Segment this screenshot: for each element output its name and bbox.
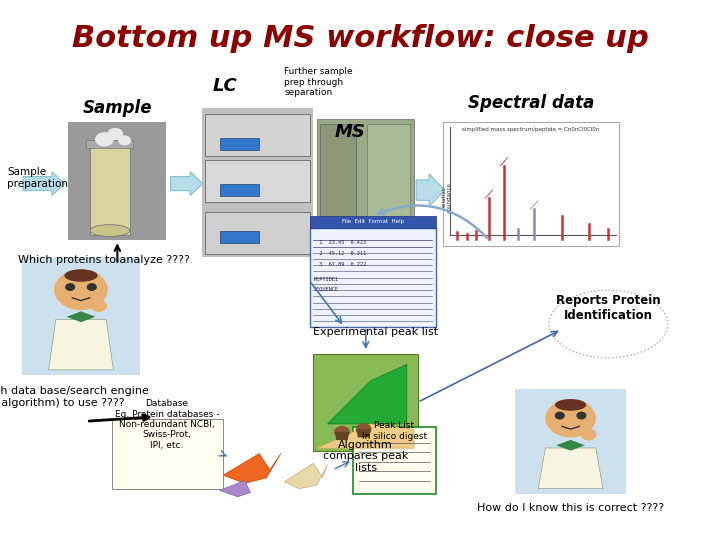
Circle shape — [555, 413, 564, 419]
Circle shape — [119, 136, 130, 145]
Polygon shape — [66, 312, 95, 322]
Polygon shape — [328, 364, 407, 424]
FancyBboxPatch shape — [220, 184, 259, 195]
Circle shape — [546, 400, 595, 437]
Text: Which proteins to analyze ????: Which proteins to analyze ???? — [18, 255, 190, 265]
Text: 1  23.45  0.423: 1 23.45 0.423 — [313, 240, 366, 246]
Text: PEPTIDE1: PEPTIDE1 — [313, 276, 338, 282]
FancyBboxPatch shape — [367, 124, 410, 254]
Polygon shape — [538, 448, 603, 489]
Polygon shape — [317, 424, 414, 448]
Circle shape — [55, 270, 107, 309]
Text: LC: LC — [212, 77, 237, 96]
Text: Which data base/search engine
(algorithm) to use ????: Which data base/search engine (algorithm… — [0, 386, 149, 408]
FancyBboxPatch shape — [112, 418, 223, 489]
Circle shape — [335, 427, 349, 437]
Text: Spectral data: Spectral data — [468, 93, 595, 112]
Polygon shape — [556, 440, 585, 451]
Text: Reports Protein
Identification: Reports Protein Identification — [556, 294, 661, 322]
Polygon shape — [356, 429, 371, 437]
FancyBboxPatch shape — [86, 140, 133, 148]
FancyBboxPatch shape — [205, 212, 310, 254]
Polygon shape — [23, 172, 65, 195]
Polygon shape — [223, 454, 281, 483]
FancyBboxPatch shape — [68, 122, 166, 240]
FancyBboxPatch shape — [220, 138, 259, 150]
Polygon shape — [335, 432, 349, 440]
Text: Further sample
prep through
separation: Further sample prep through separation — [284, 67, 353, 97]
Text: Sample
preparation: Sample preparation — [7, 167, 68, 189]
Circle shape — [66, 284, 75, 291]
FancyBboxPatch shape — [205, 114, 310, 156]
FancyBboxPatch shape — [353, 427, 436, 494]
Text: 2  45.12  0.311: 2 45.12 0.311 — [313, 251, 366, 256]
Text: How do I know this is correct ????: How do I know this is correct ???? — [477, 503, 665, 512]
FancyBboxPatch shape — [205, 160, 310, 201]
Polygon shape — [220, 481, 251, 497]
Circle shape — [108, 129, 122, 139]
Polygon shape — [416, 174, 445, 206]
FancyBboxPatch shape — [90, 146, 130, 235]
Polygon shape — [171, 172, 203, 195]
Text: Sample: Sample — [83, 99, 152, 117]
Circle shape — [577, 413, 586, 419]
FancyBboxPatch shape — [310, 216, 436, 228]
Circle shape — [92, 301, 107, 312]
Text: relative
abundance: relative abundance — [441, 181, 452, 213]
FancyBboxPatch shape — [515, 389, 626, 494]
Polygon shape — [284, 463, 328, 489]
Text: Algorithm
compares peak
lists: Algorithm compares peak lists — [323, 440, 408, 473]
Text: Peak List
In silico digest: Peak List In silico digest — [362, 421, 427, 441]
Text: Bottom up MS workflow: close up: Bottom up MS workflow: close up — [71, 24, 649, 53]
Circle shape — [582, 429, 596, 440]
FancyBboxPatch shape — [317, 119, 414, 259]
Text: File  Edit  Format  Help: File Edit Format Help — [341, 219, 404, 225]
FancyBboxPatch shape — [202, 108, 313, 256]
FancyBboxPatch shape — [443, 122, 619, 246]
Text: simplified mass spectrum/peptide = Cn0nCl0Cl0n: simplified mass spectrum/peptide = Cn0nC… — [462, 127, 600, 132]
Text: SEQUENCE: SEQUENCE — [313, 286, 338, 292]
FancyBboxPatch shape — [313, 354, 418, 451]
FancyBboxPatch shape — [220, 231, 259, 243]
Ellipse shape — [64, 269, 98, 282]
Circle shape — [356, 424, 371, 435]
Circle shape — [88, 284, 96, 291]
Polygon shape — [49, 320, 114, 370]
Ellipse shape — [555, 399, 586, 411]
Text: Experimental peak list: Experimental peak list — [313, 327, 438, 337]
Ellipse shape — [90, 225, 130, 237]
FancyBboxPatch shape — [22, 256, 140, 375]
Circle shape — [96, 133, 113, 146]
FancyBboxPatch shape — [310, 228, 436, 327]
Text: MS: MS — [335, 123, 366, 141]
FancyBboxPatch shape — [320, 124, 356, 254]
Text: Database
Eg. Protein databases -
Non-redundant NCBI,
Swiss-Prot,
IPI, etc.: Database Eg. Protein databases - Non-red… — [114, 399, 220, 450]
Text: 3  67.89  0.222: 3 67.89 0.222 — [313, 262, 366, 267]
